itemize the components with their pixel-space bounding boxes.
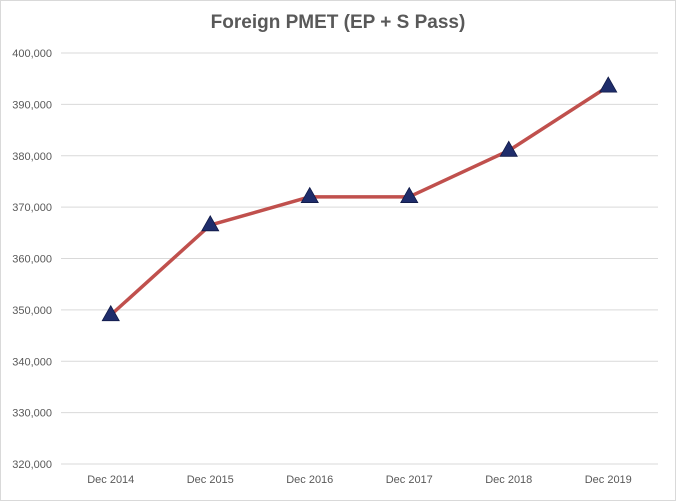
gridlines xyxy=(61,52,658,465)
y-tick-label: 360,000 xyxy=(12,254,52,266)
y-tick-label: 330,000 xyxy=(12,408,52,420)
x-tick-label: Dec 2017 xyxy=(386,474,433,486)
data-point-marker xyxy=(101,304,120,322)
y-tick-label: 380,000 xyxy=(12,151,52,163)
data-point-marker xyxy=(599,76,618,93)
x-axis-tick-labels: Dec 2014 Dec 2015 Dec 2016 Dec 2017 Dec 2018… xyxy=(87,474,632,486)
y-tick-label: 390,000 xyxy=(12,99,52,111)
series-layer xyxy=(101,76,618,322)
series-line xyxy=(109,84,610,317)
x-tick-label: Dec 2019 xyxy=(585,474,632,486)
data-point-marker xyxy=(201,214,220,232)
y-tick-label: 370,000 xyxy=(12,202,52,214)
x-tick-label: Dec 2015 xyxy=(187,474,234,486)
y-tick-label: 320,000 xyxy=(12,459,52,471)
data-point-marker xyxy=(300,186,319,203)
y-axis-tick-labels: 320,000 330,000 340,000 350,000 360,000 370,0… xyxy=(12,48,52,471)
x-tick-label: Dec 2018 xyxy=(485,474,532,486)
y-tick-label: 350,000 xyxy=(12,305,52,317)
y-tick-label: 400,000 xyxy=(12,48,52,60)
data-point-marker xyxy=(499,140,518,157)
x-tick-label: Dec 2016 xyxy=(286,474,333,486)
x-tick-label: Dec 2014 xyxy=(87,474,134,486)
chart-title: Foreign PMET (EP + S Pass) xyxy=(210,12,466,33)
data-point-marker xyxy=(400,186,419,203)
y-tick-label: 340,000 xyxy=(12,356,52,368)
